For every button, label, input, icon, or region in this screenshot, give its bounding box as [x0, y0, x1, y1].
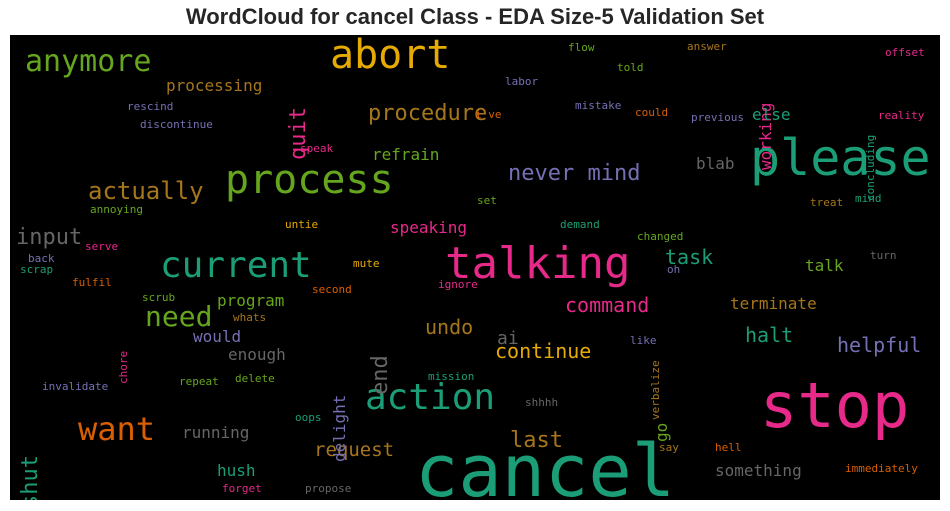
word-scrap: scrap: [20, 263, 54, 276]
word-shhhh: shhhh: [525, 396, 559, 409]
word-mind: mind: [855, 192, 882, 205]
word-undo: undo: [425, 315, 474, 339]
word-oh: oh: [667, 263, 681, 276]
word-please: please: [750, 129, 931, 187]
word-need: need: [145, 300, 213, 333]
word-delete: delete: [235, 372, 275, 385]
word-would: would: [193, 327, 242, 346]
word-stop: stop: [760, 369, 910, 442]
word-speaking: speaking: [390, 218, 468, 237]
word-else: else: [752, 105, 791, 124]
word-treat: treat: [810, 196, 844, 209]
word-last: last: [510, 428, 563, 453]
word-i-ve: i've: [475, 108, 502, 121]
word-procedure: procedure: [368, 101, 488, 126]
word-whats: whats: [233, 311, 267, 324]
word-shut: shut: [18, 454, 43, 500]
word-never-mind: never mind: [508, 161, 641, 186]
word-terminate: terminate: [730, 294, 817, 313]
word-actually: actually: [88, 177, 204, 205]
word-something: something: [715, 461, 802, 480]
word-hell: hell: [715, 441, 742, 454]
word-refrain: refrain: [372, 145, 440, 164]
word-current: current: [160, 245, 312, 286]
word-scrub: scrub: [142, 291, 176, 304]
word-input: input: [16, 225, 83, 250]
word-want: want: [78, 410, 156, 448]
chart-title: WordCloud for cancel Class - EDA Size-5 …: [185, 4, 765, 29]
word-could: could: [635, 106, 669, 119]
word-verbalize: verbalize: [649, 360, 662, 421]
word-reality: reality: [878, 109, 925, 122]
word-halt: halt: [745, 323, 794, 347]
word-enough: enough: [228, 345, 286, 364]
word-labor: labor: [505, 75, 539, 88]
word-program: program: [217, 291, 285, 310]
word-action: action: [365, 377, 496, 418]
word-second: second: [312, 283, 352, 296]
word-cancel: cancel: [415, 429, 676, 500]
word-mission: mission: [428, 370, 475, 383]
word-previous: previous: [691, 111, 744, 124]
word-immediately: immediately: [845, 462, 918, 475]
word-abort: abort: [330, 35, 451, 78]
word-back: back: [28, 252, 55, 265]
word-untie: untie: [285, 218, 319, 231]
word-demand: demand: [560, 218, 600, 231]
word-turn: turn: [870, 249, 897, 262]
word-mute: mute: [353, 257, 380, 270]
word-hush: hush: [217, 461, 256, 480]
word-discontinue: discontinue: [140, 118, 213, 131]
word-ai: ai: [497, 328, 519, 349]
word-mistake: mistake: [575, 99, 622, 112]
word-propose: propose: [305, 482, 352, 495]
word-oops: oops: [295, 411, 322, 424]
word-chore: chore: [117, 350, 130, 384]
word-task: task: [665, 245, 714, 269]
word-helpful: helpful: [837, 333, 922, 357]
word-flow: flow: [568, 41, 595, 54]
word-anymore: anymore: [25, 44, 152, 79]
word-cloud: cancel stop please talking process abort curre…: [10, 35, 940, 500]
word-say: say: [659, 441, 679, 454]
word-talking: talking: [445, 238, 631, 289]
word-serve: serve: [85, 240, 119, 253]
word-forget: forget: [222, 482, 262, 495]
word-rescind: rescind: [127, 100, 174, 113]
word-offset: offset: [885, 46, 925, 59]
word-delight: delight: [330, 394, 349, 463]
word-process: process: [225, 157, 394, 203]
word-repeat: repeat: [179, 375, 219, 388]
word-command: command: [565, 293, 650, 317]
word-go: go: [652, 422, 671, 443]
word-fulfil: fulfil: [72, 276, 112, 289]
word-request: request: [314, 439, 395, 461]
word-ignore: ignore: [438, 278, 478, 291]
word-end: end: [368, 354, 393, 395]
word-annoying: annoying: [90, 203, 143, 216]
word-blab: blab: [696, 154, 735, 173]
word-talk: talk: [805, 256, 844, 275]
word-told: told: [617, 61, 644, 74]
word-invalidate: invalidate: [42, 380, 109, 393]
word-running: running: [182, 423, 250, 442]
word-processing: processing: [166, 76, 263, 95]
word-changed: changed: [637, 230, 684, 243]
word-speak: speak: [300, 142, 334, 155]
word-answer: answer: [687, 40, 727, 53]
word-continue: continue: [495, 339, 592, 363]
word-like: like: [630, 334, 657, 347]
word-set: set: [477, 194, 497, 207]
